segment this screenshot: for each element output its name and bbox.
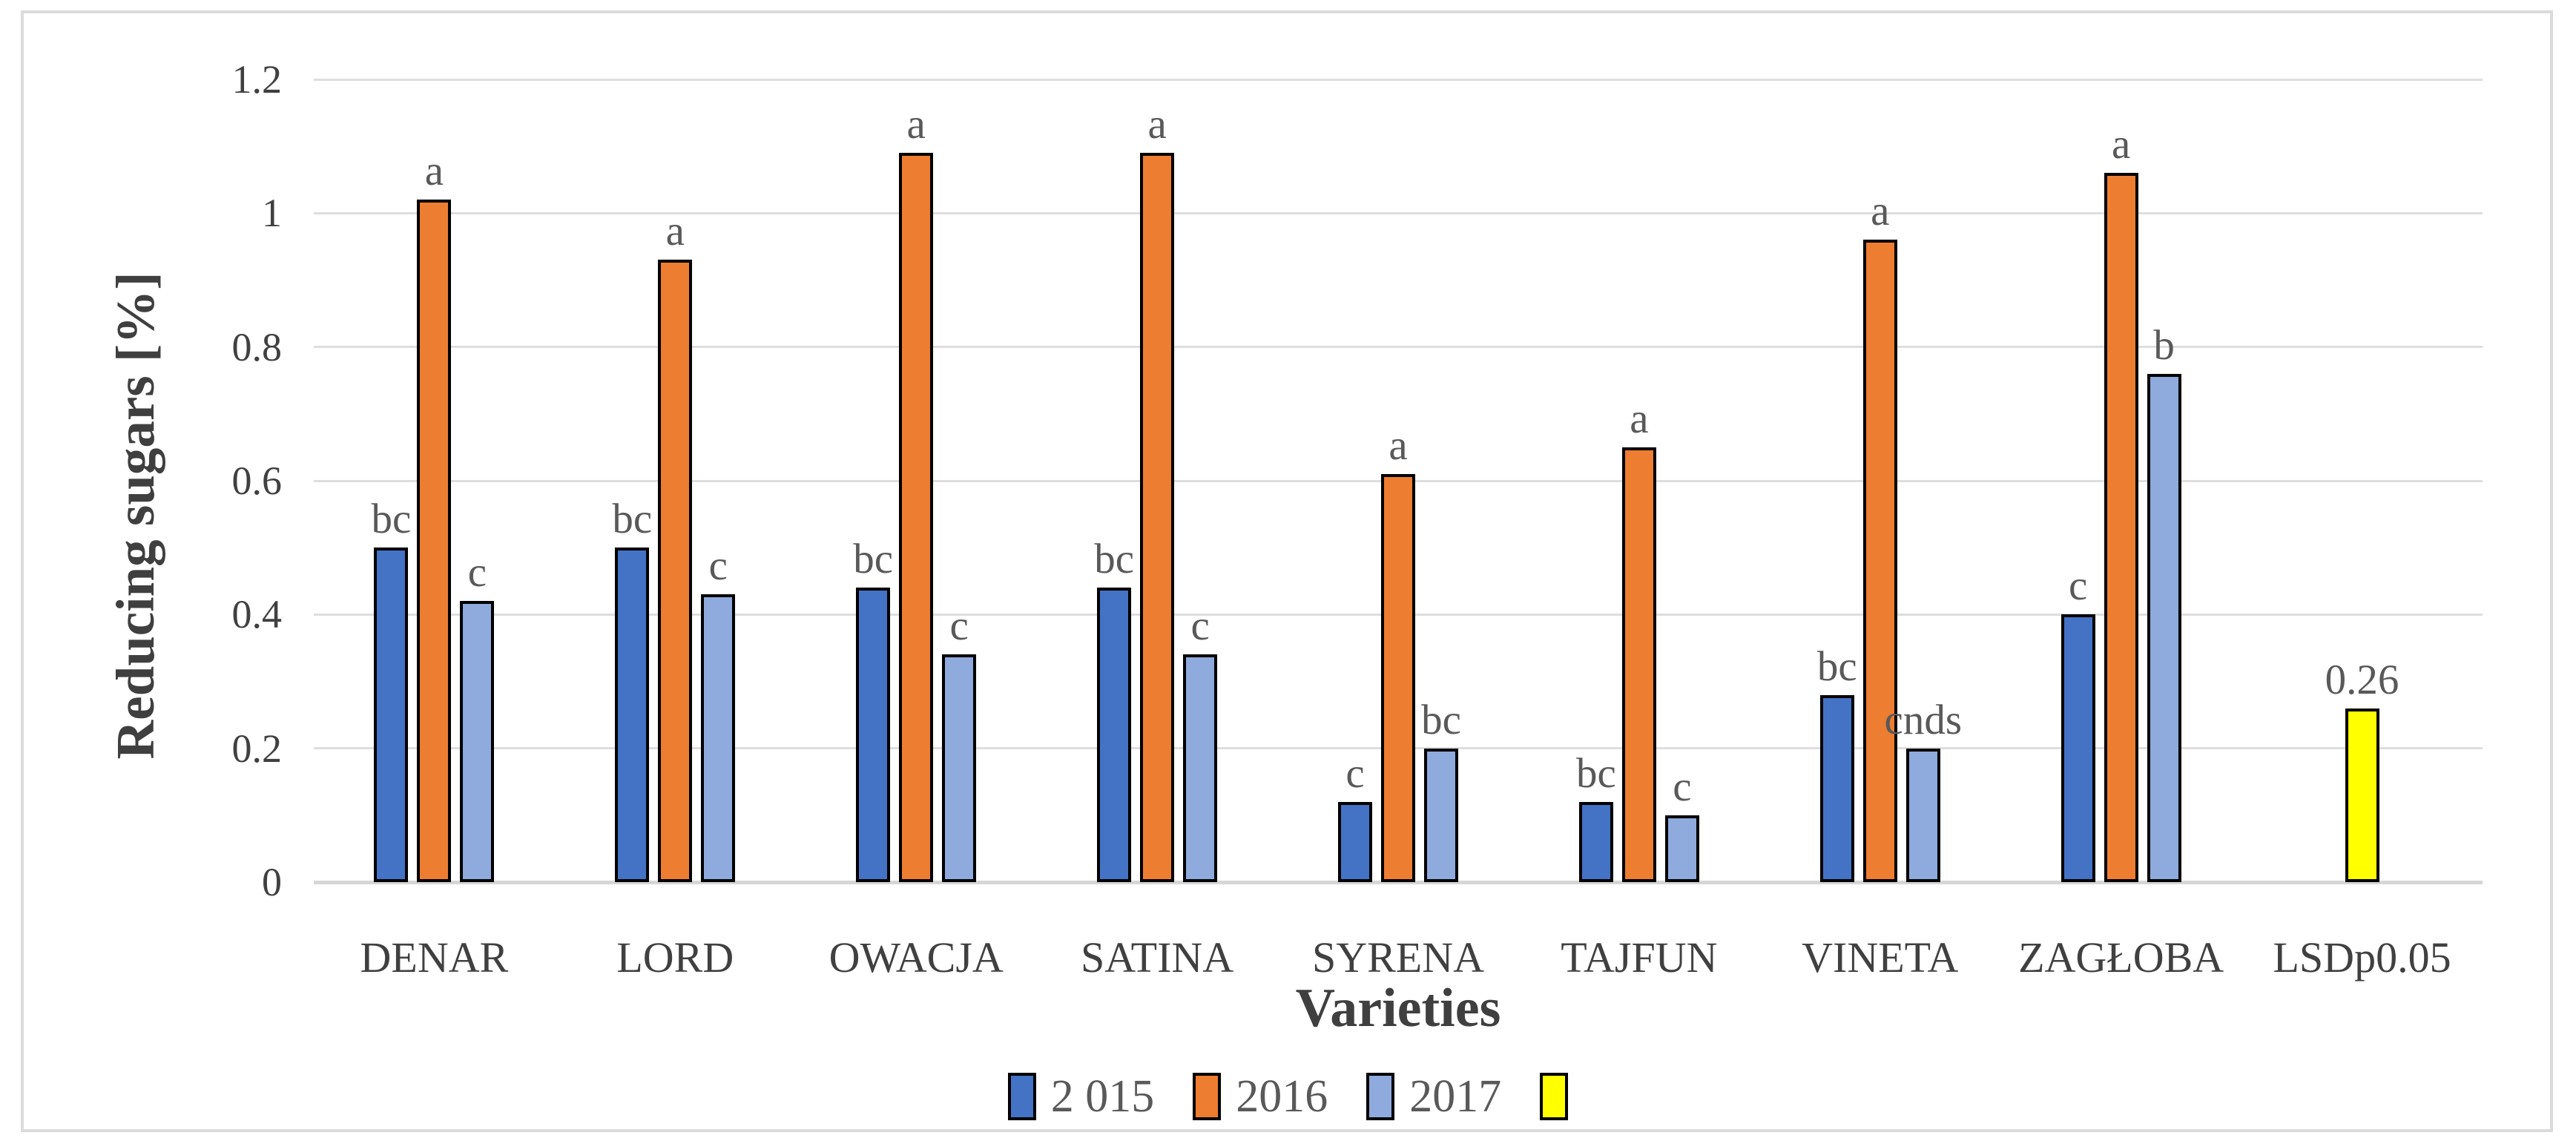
bar-2017-denar: c — [460, 551, 495, 882]
bar-annotation: bc — [1816, 643, 1857, 690]
legend-item-2017: 2017 — [1366, 1073, 1501, 1120]
bar-2016-lord: a — [658, 210, 693, 882]
legend-item-2015: 2 015 — [1007, 1071, 1155, 1122]
bar-annotation: b — [2153, 322, 2175, 369]
bar-2016-denar: a — [417, 150, 452, 882]
bar-2015-denar: bc — [372, 498, 411, 882]
bar-2015-zagłoba: c — [2061, 565, 2095, 882]
bar-group-satina: bc a c — [1037, 79, 1278, 882]
legend-swatch — [1193, 1073, 1222, 1120]
bar-2017-satina: c — [1183, 605, 1218, 882]
legend-swatch — [1366, 1073, 1395, 1120]
bar-2016-tajfun: a — [1621, 398, 1656, 882]
plot-area: bc a c bc a c bc a c bc a c c a bc bc a c bc a cnds c a b 0.26 — [314, 78, 2483, 884]
bar-annotation: c — [1673, 763, 1692, 810]
bar-group-denar: bc a c — [314, 79, 555, 882]
x-axis-title: Varieties — [1295, 978, 1501, 1039]
bar-2016-owacja: a — [899, 103, 934, 882]
bar-annotation: bc — [1094, 536, 1134, 582]
bar-annotation: c — [1345, 750, 1365, 797]
bar-2016-satina: a — [1140, 103, 1175, 882]
category-label-vineta: VINETA — [1802, 933, 1959, 982]
y-tick-label-1.2: 1.2 — [231, 57, 283, 102]
bar-2017-lord: c — [701, 545, 736, 882]
bar-lsd-lsdp0.05: 0.26 — [2325, 659, 2399, 882]
bar-annotation: bc — [1575, 750, 1616, 797]
bar-annotation: c — [708, 542, 728, 589]
bar-group-owacja: bc a c — [796, 79, 1037, 882]
bar-2017-syrena: bc — [1421, 699, 1461, 882]
bar-2017-zagłoba: b — [2147, 324, 2181, 882]
bar-group-tajfun: bc a c — [1518, 79, 1759, 882]
bar-2015-lord: bc — [612, 498, 652, 882]
category-label-tajfun: TAJFUN — [1561, 933, 1718, 982]
bar-annotation: bc — [612, 496, 653, 542]
category-label-denar: DENAR — [360, 933, 509, 982]
bar-annotation: bc — [853, 536, 894, 582]
legend-label: 2016 — [1236, 1071, 1328, 1122]
category-label-satina: SATINA — [1080, 933, 1234, 982]
y-tick-label-0.4: 0.4 — [231, 592, 283, 637]
gridline-y-1 — [314, 211, 2483, 214]
bar-2015-vineta: bc — [1817, 645, 1857, 882]
bar-annotation: c — [949, 602, 969, 649]
chart-legend: 2 015 2016 2017 — [0, 1067, 2576, 1126]
bar-annotation: a — [1630, 395, 1649, 442]
y-tick-label-1: 1 — [262, 191, 282, 236]
category-label-lsdp0.05: LSDp0.05 — [2273, 933, 2451, 982]
bar-2016-zagłoba: a — [2104, 123, 2138, 882]
bar-group-lsdp0.05: 0.26 — [2241, 79, 2483, 882]
bar-annotation: a — [2112, 121, 2131, 168]
bar-annotation: a — [1871, 188, 1890, 234]
bar-2015-syrena: c — [1337, 752, 1372, 882]
bar-group-syrena: c a bc — [1278, 79, 1519, 882]
legend-swatch — [1540, 1073, 1569, 1120]
bar-annotation: c — [1190, 602, 1210, 649]
bar-2016-syrena: a — [1380, 424, 1415, 882]
bar-annotation: a — [665, 208, 685, 254]
x-axis-category-labels: DENAR LORD OWACJA SATINA SYRENA TAJFUN VINETA Z… — [314, 936, 2483, 988]
bar-2017-vineta: cnds — [1885, 699, 1962, 882]
y-tick-label-0: 0 — [262, 860, 282, 904]
bar-annotation: c — [2069, 562, 2088, 609]
bar-2015-tajfun: bc — [1576, 752, 1616, 882]
legend-label: 2 015 — [1050, 1071, 1155, 1122]
legend-item-2016: 2016 — [1193, 1073, 1328, 1120]
bar-2016-vineta: a — [1862, 190, 1897, 882]
bar-group-vineta: bc a cnds — [1759, 79, 2000, 882]
bar-2017-owacja: c — [942, 605, 977, 882]
legend-swatch — [1007, 1073, 1036, 1120]
bar-annotation: a — [1389, 422, 1408, 469]
figure-border — [21, 10, 2553, 1132]
bar-annotation: c — [467, 549, 487, 596]
gridline-y-1.2 — [314, 78, 2483, 81]
category-label-owacja: OWACJA — [829, 933, 1004, 982]
category-label-zagłoba: ZAGŁOBA — [2018, 933, 2224, 982]
y-tick-label-0.2: 0.2 — [231, 726, 283, 771]
bar-annotation: a — [424, 148, 444, 194]
bar-annotation: a — [1147, 101, 1167, 148]
bar-annotation: cnds — [1884, 697, 1963, 743]
bar-annotation: bc — [1421, 697, 1461, 743]
gridline-y-0.8 — [314, 346, 2483, 349]
category-label-lord: LORD — [616, 933, 734, 982]
bar-annotation: bc — [371, 496, 412, 542]
bar-annotation: 0.26 — [2325, 657, 2399, 703]
legend-label: 2017 — [1409, 1071, 1502, 1122]
x-axis-line — [314, 880, 2483, 884]
y-tick-label-0.8: 0.8 — [231, 324, 283, 369]
legend-item-lsd — [1540, 1073, 1569, 1120]
bar-2015-owacja: bc — [853, 538, 893, 882]
bar-2015-satina: bc — [1094, 538, 1134, 882]
bar-2017-tajfun: c — [1664, 766, 1699, 882]
y-tick-label-0.6: 0.6 — [231, 458, 283, 503]
bar-group-zagłoba: c a b — [2000, 79, 2241, 882]
category-label-syrena: SYRENA — [1311, 933, 1484, 982]
bar-group-lord: bc a c — [555, 79, 796, 882]
bar-annotation: a — [906, 101, 926, 148]
